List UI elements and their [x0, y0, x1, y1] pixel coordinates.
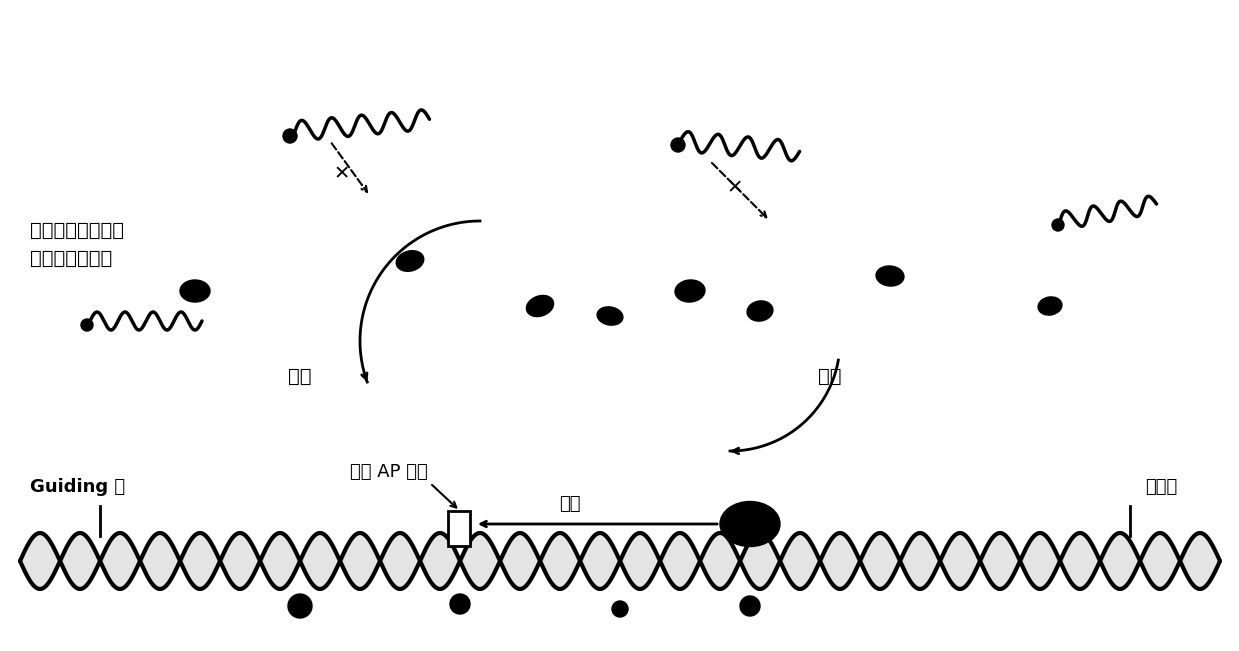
Text: 解离: 解离	[289, 367, 312, 386]
Ellipse shape	[597, 307, 623, 325]
Ellipse shape	[747, 301, 773, 321]
Text: 扫描: 扫描	[559, 495, 581, 513]
Ellipse shape	[396, 251, 424, 271]
Circle shape	[81, 319, 93, 331]
Ellipse shape	[720, 501, 781, 546]
Circle shape	[1052, 219, 1064, 231]
Ellipse shape	[1038, 297, 1062, 315]
Ellipse shape	[876, 266, 904, 286]
Circle shape	[612, 601, 628, 617]
Text: ✕: ✕	[727, 178, 743, 197]
Circle shape	[672, 138, 685, 152]
Text: 结合: 结合	[818, 367, 841, 386]
Circle shape	[740, 596, 760, 616]
Text: 切割 AP 位点: 切割 AP 位点	[349, 463, 427, 481]
Text: 因信号放大需要而
使用的过量探针: 因信号放大需要而 使用的过量探针	[30, 221, 124, 268]
Ellipse shape	[527, 296, 554, 316]
Circle shape	[287, 594, 312, 618]
Ellipse shape	[180, 280, 209, 302]
Text: Guiding 链: Guiding 链	[30, 478, 125, 496]
Text: ✕: ✕	[333, 165, 351, 184]
Text: 底物链: 底物链	[1145, 478, 1177, 496]
Circle shape	[282, 129, 297, 143]
Ellipse shape	[675, 280, 705, 302]
Circle shape	[450, 594, 470, 614]
Bar	[449, 511, 470, 546]
